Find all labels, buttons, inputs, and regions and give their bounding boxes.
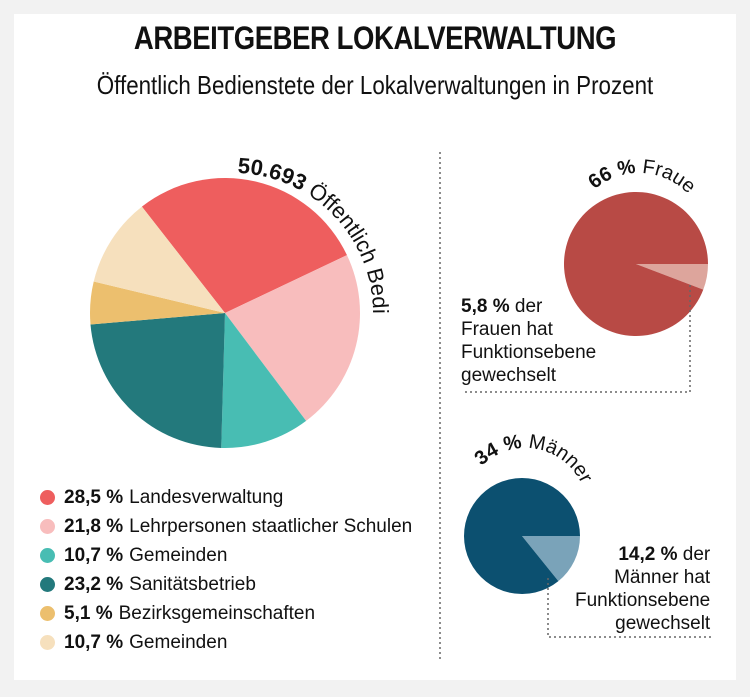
page-title: ARBEITGEBER LOKALVERWALTUNG <box>133 20 617 56</box>
women-note-line: gewechselt <box>461 365 557 386</box>
legend-item: 10,7 % Gemeinden <box>40 541 412 570</box>
main-pie-slice <box>225 255 361 421</box>
women-change-note: 5,8 % der Frauen hat Funktionsebene gewe… <box>461 295 596 387</box>
legend-swatch <box>40 490 55 505</box>
main-pie-legend: 28,5 % Landesverwaltung 21,8 % Lehrpersone… <box>40 483 412 657</box>
men-note-line: Männer hat <box>614 567 711 588</box>
legend-value: 23,2 % <box>64 573 124 595</box>
women-share-text: Frauen <box>0 0 700 198</box>
main-pie-slice <box>90 281 225 325</box>
legend-value: 10,7 % <box>64 544 124 566</box>
legend-label: Lehrpersonen staatlicher Schulen <box>129 515 413 537</box>
women-note-line: Frauen hat <box>461 319 553 340</box>
legend-item: 5,1 % Bezirksgemeinschaften <box>40 599 412 628</box>
legend-swatch <box>40 577 55 592</box>
men-share-text: Männer <box>527 431 597 487</box>
men-note-line: gewechselt <box>615 613 711 634</box>
legend-label: Gemeinden <box>129 544 228 566</box>
women-note-connector <box>462 285 691 393</box>
women-pie-label: 66 % Frauen <box>0 0 700 198</box>
legend-item: 21,8 % Lehrpersonen staatlicher Schulen <box>40 512 412 541</box>
men-pie-slice <box>464 478 580 595</box>
men-note-line: Funktionsebene <box>575 590 711 611</box>
women-pie-slice <box>564 192 708 337</box>
legend-value: 21,8 % <box>64 515 124 537</box>
women-change-value: 5,8 % <box>461 296 510 317</box>
legend-label: Landesverwaltung <box>129 486 284 508</box>
men-pie-label: 34 % Männer <box>470 431 596 487</box>
main-pie-slice <box>221 313 307 448</box>
legend-item: 23,2 % Sanitätsbetrieb <box>40 570 412 599</box>
men-pie-slice <box>522 536 580 582</box>
main-pie-slice <box>90 313 225 448</box>
women-pie-chart <box>564 192 708 337</box>
legend-value: 5,1 % <box>64 602 113 624</box>
men-note-text: der <box>682 544 711 565</box>
women-share-value: 66 % <box>584 156 637 194</box>
legend-label: Gemeinden <box>129 631 228 653</box>
women-pie-slice <box>636 264 708 290</box>
women-note-line: Funktionsebene <box>461 342 597 363</box>
men-change-note: 14,2 % der Männer hat Funktionsebene gew… <box>575 543 710 635</box>
page-subtitle: Öffentlich Bedienstete der Lokalverwaltu… <box>96 70 654 100</box>
men-change-value: 14,2 % <box>618 544 678 565</box>
main-pie-slice <box>93 206 225 313</box>
men-pie-chart <box>464 478 580 595</box>
legend-item: 28,5 % Landesverwaltung <box>40 483 412 512</box>
legend-label: Sanitätsbetrieb <box>129 573 256 595</box>
legend-swatch <box>40 548 55 563</box>
legend-item: 10,7 % Gemeinden <box>40 628 412 657</box>
legend-swatch <box>40 635 55 650</box>
main-pie-chart <box>90 178 361 448</box>
women-note-text: der <box>514 296 543 317</box>
legend-swatch <box>40 519 55 534</box>
legend-label: Bezirksgemeinschaften <box>118 602 316 624</box>
legend-swatch <box>40 606 55 621</box>
legend-value: 28,5 % <box>64 486 124 508</box>
men-share-value: 34 % <box>470 431 523 470</box>
main-pie-slice <box>141 178 347 313</box>
legend-value: 10,7 % <box>64 631 124 653</box>
